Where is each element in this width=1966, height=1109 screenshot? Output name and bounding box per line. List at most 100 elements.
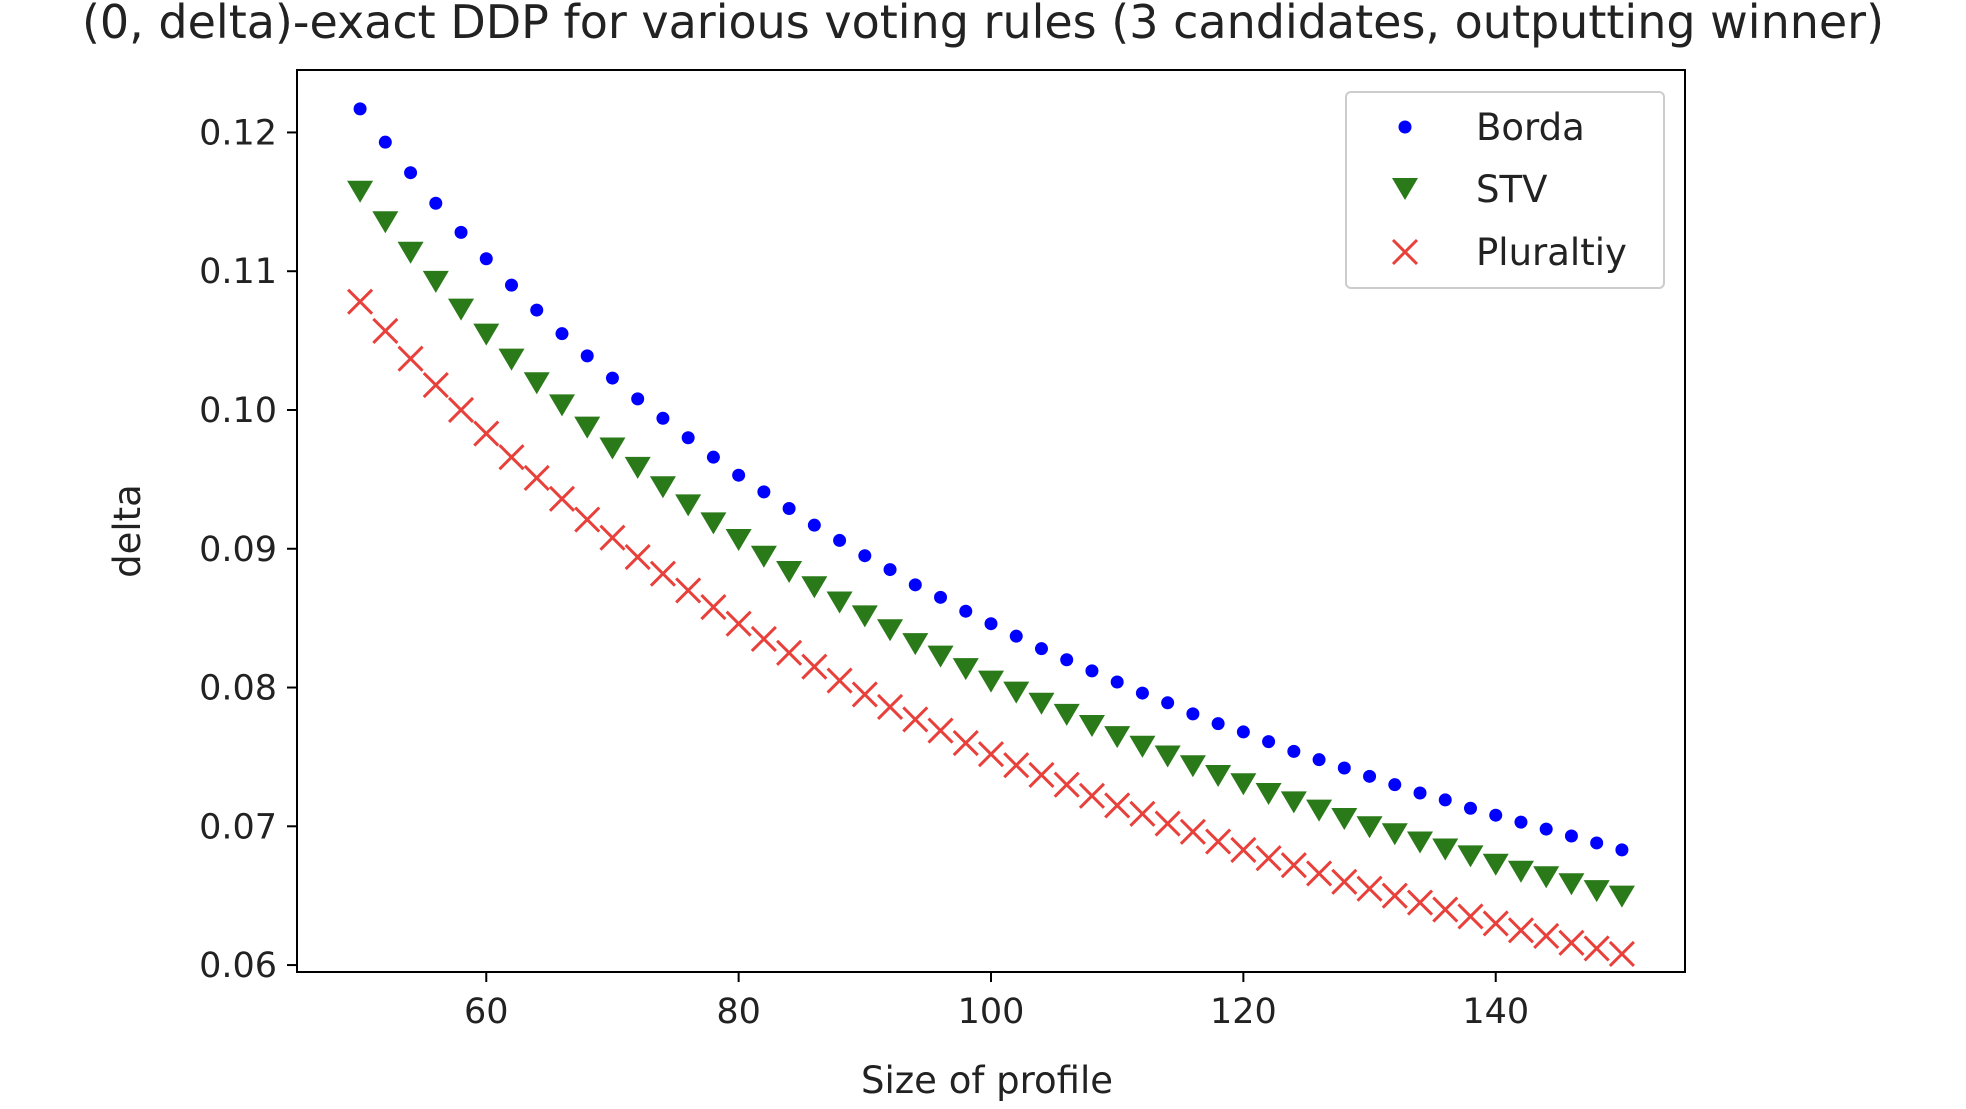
stv-point xyxy=(473,323,500,346)
y-tick-label: 0.11 xyxy=(199,252,277,292)
legend-label-stv: STV xyxy=(1476,168,1547,211)
y-axis-ticks: 0.06 0.07 0.08 0.09 0.10 0.11 0.12 xyxy=(199,113,297,986)
pluraltiy-point xyxy=(1280,852,1307,879)
borda-point xyxy=(1312,753,1326,767)
pluraltiy-point xyxy=(1255,845,1282,872)
pluraltiy-point xyxy=(750,625,777,653)
borda-point xyxy=(454,225,468,239)
pluraltiy-point xyxy=(372,317,399,344)
pluraltiy-point xyxy=(1608,940,1635,968)
pluraltiy-point xyxy=(1179,818,1206,845)
borda-point xyxy=(1135,686,1149,700)
borda-point xyxy=(1236,725,1250,739)
legend: Borda STV Pluraltiy xyxy=(1345,91,1665,289)
stv-point xyxy=(422,270,449,293)
pluraltiy-point xyxy=(1381,882,1408,909)
stv-point xyxy=(1533,866,1560,889)
y-tick-label: 0.09 xyxy=(199,530,277,570)
stv-point xyxy=(1381,823,1408,846)
stv-point xyxy=(448,298,475,321)
stv-point xyxy=(1407,831,1434,854)
stv-point xyxy=(1482,853,1509,876)
pluraltiy-point xyxy=(473,420,500,447)
borda-point xyxy=(1463,801,1477,815)
borda-point xyxy=(908,578,922,592)
borda-point xyxy=(580,349,594,363)
stv-point xyxy=(952,658,979,681)
borda-point xyxy=(883,563,897,577)
stv-point xyxy=(1507,860,1534,883)
pluraltiy-point xyxy=(1406,889,1434,916)
stv-point xyxy=(927,645,954,668)
pluraltiy-point xyxy=(1432,896,1459,923)
borda-point xyxy=(1413,786,1427,800)
stv-point xyxy=(599,437,626,460)
stv-point xyxy=(1608,885,1635,908)
borda-point xyxy=(681,431,695,445)
borda-point xyxy=(1287,744,1301,758)
stv-point xyxy=(347,180,374,203)
y-tick-label: 0.08 xyxy=(199,669,277,709)
pluraltiy-point xyxy=(1331,868,1358,895)
legend-marker-pluraltiy xyxy=(1391,238,1419,266)
pluraltiy-point xyxy=(1507,917,1535,944)
pluraltiy-point xyxy=(1558,929,1585,956)
borda-point xyxy=(1615,843,1629,857)
borda-point xyxy=(858,549,872,563)
stv-point xyxy=(801,576,828,599)
borda-point xyxy=(732,468,746,482)
pluraltiy-point xyxy=(1129,800,1156,827)
borda-point xyxy=(530,303,544,317)
pluraltiy-point xyxy=(977,741,1005,768)
borda-point xyxy=(505,278,519,292)
stv-point xyxy=(700,512,727,535)
stv-point xyxy=(1028,692,1055,715)
borda-point xyxy=(429,196,443,210)
pluraltiy-point xyxy=(347,288,374,315)
borda-point xyxy=(605,371,619,385)
borda-point xyxy=(757,485,771,499)
borda-point xyxy=(404,166,418,180)
stv-point xyxy=(649,476,676,499)
pluraltiy-point xyxy=(1028,761,1055,789)
x-axis-label: Size of profile xyxy=(861,1059,1113,1102)
borda-point xyxy=(959,604,973,618)
pluraltiy-point xyxy=(1053,771,1080,798)
borda-point xyxy=(833,533,847,547)
stv-point xyxy=(1331,807,1358,830)
stv-point xyxy=(1003,681,1030,704)
x-tick-label: 140 xyxy=(1462,992,1529,1032)
borda-point xyxy=(1514,815,1528,829)
x-tick-label: 80 xyxy=(716,992,761,1032)
borda-point xyxy=(631,392,645,406)
stv-point xyxy=(372,211,399,234)
stv-point xyxy=(1306,799,1333,822)
y-tick-label: 0.06 xyxy=(199,946,277,986)
borda-point xyxy=(1363,769,1377,783)
legend-label-pluraltiy: Pluraltiy xyxy=(1476,231,1627,274)
stv-point xyxy=(1558,873,1585,896)
pluraltiy-point xyxy=(776,639,803,666)
series-stv xyxy=(347,180,1635,908)
borda-point xyxy=(706,450,720,464)
stv-point xyxy=(1280,791,1307,814)
stv-point xyxy=(1053,703,1080,726)
pluraltiy-point xyxy=(1078,782,1106,809)
borda-point xyxy=(1186,707,1200,721)
pluraltiy-point xyxy=(725,610,752,637)
pluraltiy-point xyxy=(447,396,475,424)
borda-point xyxy=(1009,629,1023,643)
borda-point xyxy=(984,617,998,631)
pluraltiy-point xyxy=(1104,792,1131,819)
pluraltiy-point xyxy=(1306,860,1333,887)
stv-point xyxy=(776,560,803,583)
series-pluraltiy xyxy=(347,288,1635,968)
pluraltiy-point xyxy=(397,345,424,372)
legend-entry-pluraltiy: Pluraltiy xyxy=(1391,231,1627,274)
stv-point xyxy=(624,456,651,479)
borda-point xyxy=(1438,793,1452,807)
borda-point xyxy=(782,502,796,516)
pluraltiy-point xyxy=(523,464,550,492)
legend-frame xyxy=(1345,91,1665,289)
